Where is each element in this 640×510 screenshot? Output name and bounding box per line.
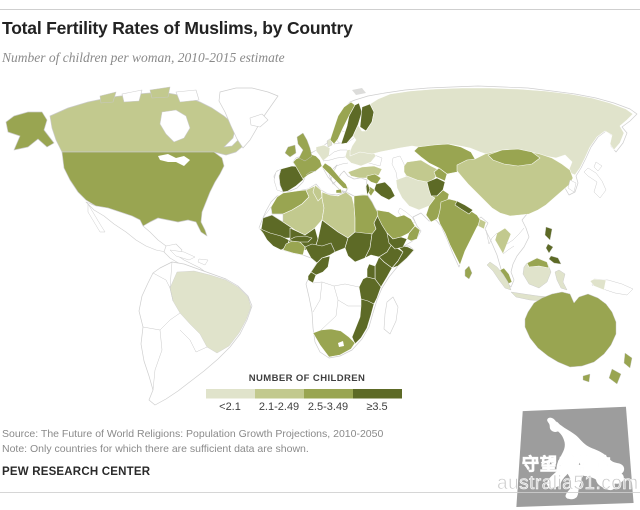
svg-text:2.1-2.49: 2.1-2.49 (259, 401, 299, 413)
svg-text:≥3.5: ≥3.5 (366, 401, 387, 413)
svg-text:2.5-3.49: 2.5-3.49 (308, 401, 348, 413)
svg-text:守望者精选: 守望者精选 (522, 454, 612, 474)
svg-text:NUMBER OF CHILDREN: NUMBER OF CHILDREN (249, 373, 365, 384)
svg-text:australia51.com: australia51.com (497, 473, 639, 494)
svg-text:<2.1: <2.1 (219, 401, 241, 413)
